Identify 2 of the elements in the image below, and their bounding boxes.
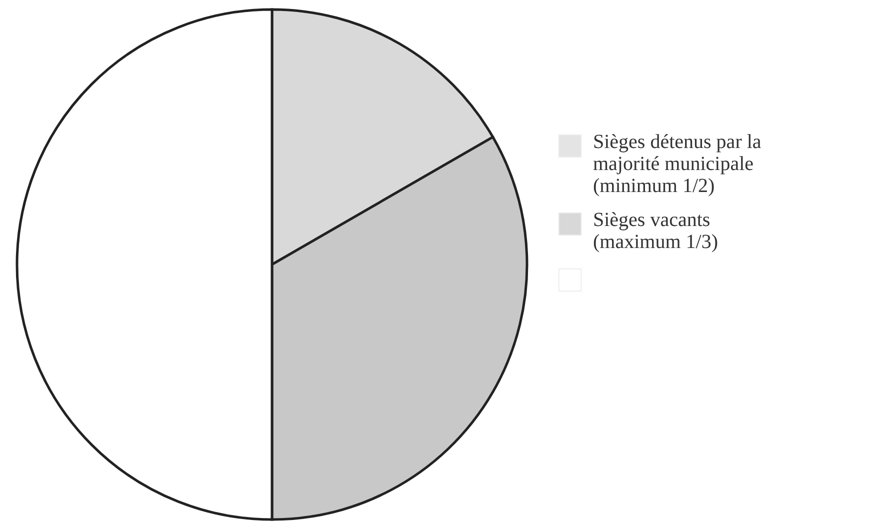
legend-label: Sièges vacants (maximum 1/3)	[593, 209, 718, 253]
legend-label: Sièges détenus par la majorité municipale (minimum 1/2)	[593, 131, 762, 197]
